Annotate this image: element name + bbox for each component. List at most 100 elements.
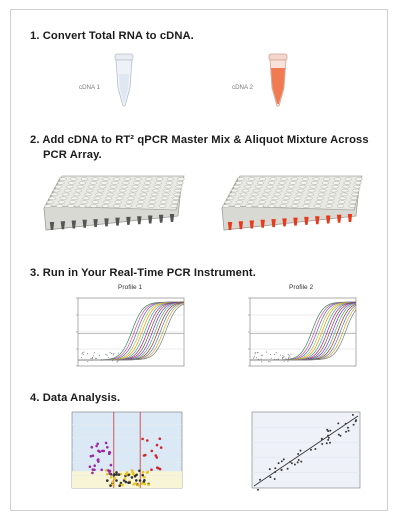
volcano-point [125,473,128,476]
volcano-point [143,476,146,479]
plate-well [96,193,103,196]
plate-well [174,193,181,196]
plate-well [356,178,363,181]
noise-point [262,355,263,356]
scatter-point [300,461,302,463]
volcano-point [128,481,131,484]
noise-point [274,354,275,355]
volcano-point [111,481,114,484]
plate-well [329,193,336,196]
plate-well [310,185,317,188]
plate-well [352,193,359,196]
plate-well [244,185,251,188]
noise-point [282,357,283,358]
noise-point [118,360,119,361]
plate-well [110,185,117,188]
noise-point [270,354,271,355]
plate-well [304,201,311,204]
noise-point [107,355,108,356]
plate-well [294,197,301,200]
plate-well [334,178,341,181]
plate-well [272,197,279,200]
plate-well [47,201,54,204]
plate-well [327,201,334,204]
scatter-point [274,471,276,473]
plate-well [282,201,289,204]
plate-well [339,197,346,200]
plate-well [227,197,234,200]
plate-well [81,178,88,181]
volcano-point [110,464,113,467]
plate-well [261,197,268,200]
amplification-plot-1 [64,294,190,378]
noise-point [282,355,283,356]
noise-point [95,358,96,359]
scatter-point [329,442,331,444]
profile-1-label: Profile 1 [118,284,142,291]
volcano-point [109,484,112,487]
plate-well [92,201,99,204]
plate-well [288,185,295,188]
volcano-point [105,442,108,445]
plate-well [251,193,258,196]
plate-well [77,185,84,188]
plate-well [103,178,110,181]
scatter-point [310,449,312,451]
plate-well [291,205,298,208]
noise-point [255,352,256,353]
plate-well [296,193,303,196]
plate-well [331,189,338,192]
plate-well [338,201,345,204]
plate-well [164,189,171,192]
scatter-point [287,468,289,470]
plate-well [81,201,88,204]
plate-well [75,189,82,192]
scatter-point [274,467,276,469]
plate-well [128,197,135,200]
plate-well [264,189,271,192]
plate-well [316,201,323,204]
volcano-point [109,472,112,475]
plate-well [320,189,327,192]
plate-well [70,178,77,181]
volcano-point [141,474,144,477]
noise-point [291,354,292,355]
plate-well [238,178,245,181]
volcano-point [144,483,147,486]
plate-well [45,205,52,208]
volcano-point [150,468,153,471]
noise-point [257,352,258,353]
plate-well [328,197,335,200]
plate-well [344,181,351,184]
noise-point [87,353,88,354]
plate-well [313,178,320,181]
noise-point [90,358,91,359]
plate-well [58,181,65,184]
noise-point [271,358,272,359]
step-4-title: 4. Data Analysis. [30,392,120,404]
well-tip [137,216,141,224]
plate-well [113,205,120,208]
scatter-point [345,423,347,425]
noise-point [288,357,289,358]
plate-well [290,181,297,184]
noise-point [268,361,269,362]
scatter-point [326,442,328,444]
plate-well [140,193,147,196]
scatter-point [278,462,280,464]
volcano-point [127,474,130,477]
plate-well [280,205,287,208]
well-tip [337,215,341,223]
plate-well [259,178,266,181]
scatter-point [355,419,357,421]
plate-well [159,205,166,208]
plate-well [253,189,260,192]
plate-well [122,181,129,184]
plate-well [51,193,58,196]
volcano-point [148,483,151,486]
noise-point [113,353,114,354]
plate-well [173,197,180,200]
well-tip [304,217,308,225]
well-tip [93,219,97,227]
noise-point [284,356,285,357]
